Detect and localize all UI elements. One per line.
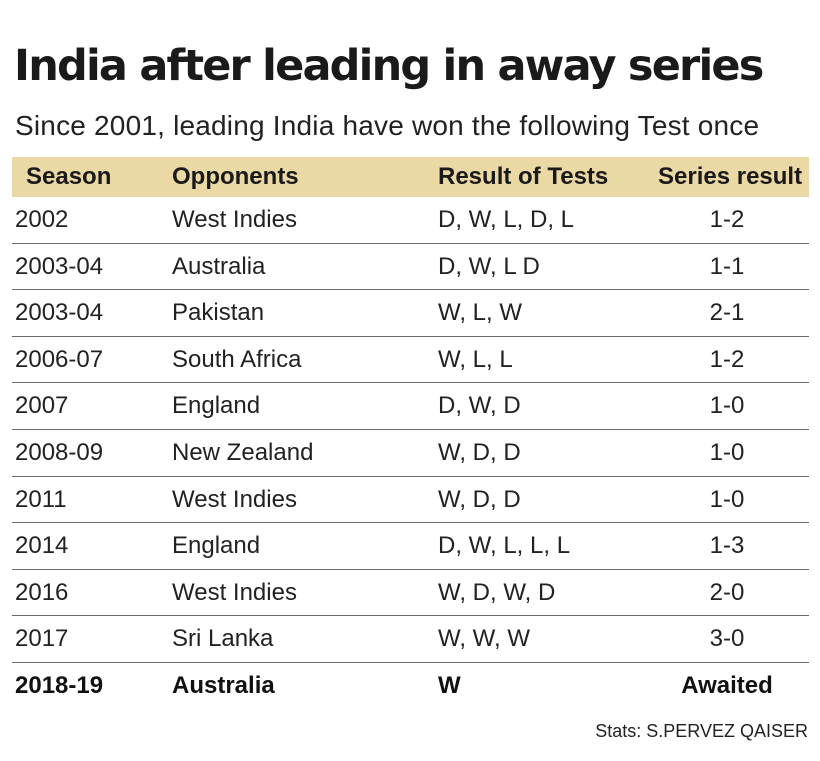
season-cell: 2016 bbox=[15, 578, 69, 606]
opponent-cell: Australia bbox=[172, 252, 266, 280]
opponent-cell: Sri Lanka bbox=[172, 625, 274, 653]
chart-subtitle: Since 2001, leading India have won the f… bbox=[15, 110, 760, 141]
result-of-tests-cell: D, W, L, D, L bbox=[438, 206, 575, 233]
series-result-cell: 1-1 bbox=[709, 252, 745, 280]
season-cell: 2002 bbox=[15, 206, 69, 233]
table-row: 2014 England D, W, L, L, L 1-3 bbox=[12, 523, 809, 570]
table-row: 2017 Sri Lanka W, W, W 3-0 bbox=[12, 616, 809, 663]
series-result-cell: 1-0 bbox=[709, 438, 745, 466]
opponent-cell: West Indies bbox=[172, 485, 297, 513]
table-row: 2002 West Indies D, W, L, D, L 1-2 bbox=[12, 197, 809, 244]
table-row: 2008-09 New Zealand W, D, D 1-0 bbox=[12, 430, 809, 477]
opponent-cell: Pakistan bbox=[172, 299, 265, 327]
table-row: 2007 England D, W, D 1-0 bbox=[12, 383, 809, 430]
table-row: 2003-04 Australia D, W, L D 1-1 bbox=[12, 244, 809, 291]
result-of-tests-cell: D, W, L D bbox=[438, 252, 540, 280]
series-result-cell: 1-3 bbox=[709, 532, 745, 560]
opponent-cell: West Indies bbox=[172, 206, 297, 233]
series-result-cell: 2-0 bbox=[709, 578, 745, 606]
table-body: 2002 West Indies D, W, L, D, L 1-2 2003-04 Au… bbox=[12, 197, 809, 710]
opponent-cell: South Africa bbox=[172, 345, 302, 373]
table-header: Season Opponents Result of Tests Series … bbox=[12, 157, 809, 197]
season-cell: 2006-07 bbox=[15, 345, 104, 373]
season-cell: 2011 bbox=[15, 485, 67, 513]
season-cell: 2017 bbox=[15, 625, 69, 653]
result-of-tests-cell: W, L, W bbox=[438, 299, 522, 327]
series-result-cell: 2-1 bbox=[709, 299, 745, 327]
result-of-tests-cell: D, W, L, L, L bbox=[438, 532, 571, 560]
series-result-cell: 1-0 bbox=[709, 485, 745, 513]
results-table: Season Opponents Result of Tests Series … bbox=[12, 157, 809, 710]
opponent-cell: England bbox=[172, 392, 261, 420]
opponent-cell: England bbox=[172, 532, 261, 560]
opponent-cell: New Zealand bbox=[172, 438, 314, 466]
header-opponents: Opponents bbox=[172, 163, 299, 190]
series-result-cell: Awaited bbox=[681, 671, 773, 699]
header-season: Season bbox=[26, 163, 112, 190]
opponent-cell: West Indies bbox=[172, 578, 297, 606]
header-series-result: Series result bbox=[658, 163, 803, 190]
series-result-cell: 1-2 bbox=[709, 345, 745, 373]
header-result-of-tests: Result of Tests bbox=[438, 163, 609, 190]
season-cell: 2003-04 bbox=[15, 252, 104, 280]
result-of-tests-cell: W, D, W, D bbox=[438, 578, 556, 606]
chart-title: India after leading in away series bbox=[14, 41, 764, 91]
series-result-cell: 1-0 bbox=[709, 392, 745, 420]
table-row: 2016 West Indies W, D, W, D 2-0 bbox=[12, 570, 809, 617]
table-row: 2018-19 Australia W Awaited bbox=[12, 663, 809, 710]
season-cell: 2018-19 bbox=[15, 671, 104, 699]
opponent-cell: Australia bbox=[172, 671, 275, 699]
result-of-tests-cell: W, L, L bbox=[438, 345, 513, 373]
table-row: 2006-07 South Africa W, L, L 1-2 bbox=[12, 337, 809, 384]
series-result-cell: 3-0 bbox=[709, 625, 745, 653]
result-of-tests-cell: D, W, D bbox=[438, 392, 521, 420]
season-cell: 2007 bbox=[15, 392, 69, 420]
table-row: 2011 West Indies W, D, D 1-0 bbox=[12, 477, 809, 524]
season-cell: 2014 bbox=[15, 532, 69, 560]
season-cell: 2008-09 bbox=[15, 438, 104, 466]
result-of-tests-cell: W, W, W bbox=[438, 625, 530, 653]
season-cell: 2003-04 bbox=[15, 299, 104, 327]
result-of-tests-cell: W bbox=[438, 671, 461, 699]
table-row: 2003-04 Pakistan W, L, W 2-1 bbox=[12, 290, 809, 337]
result-of-tests-cell: W, D, D bbox=[438, 485, 521, 513]
source-credit: Stats: S.PERVEZ QAISER bbox=[595, 721, 808, 741]
series-result-cell: 1-2 bbox=[709, 206, 745, 233]
result-of-tests-cell: W, D, D bbox=[438, 438, 521, 466]
